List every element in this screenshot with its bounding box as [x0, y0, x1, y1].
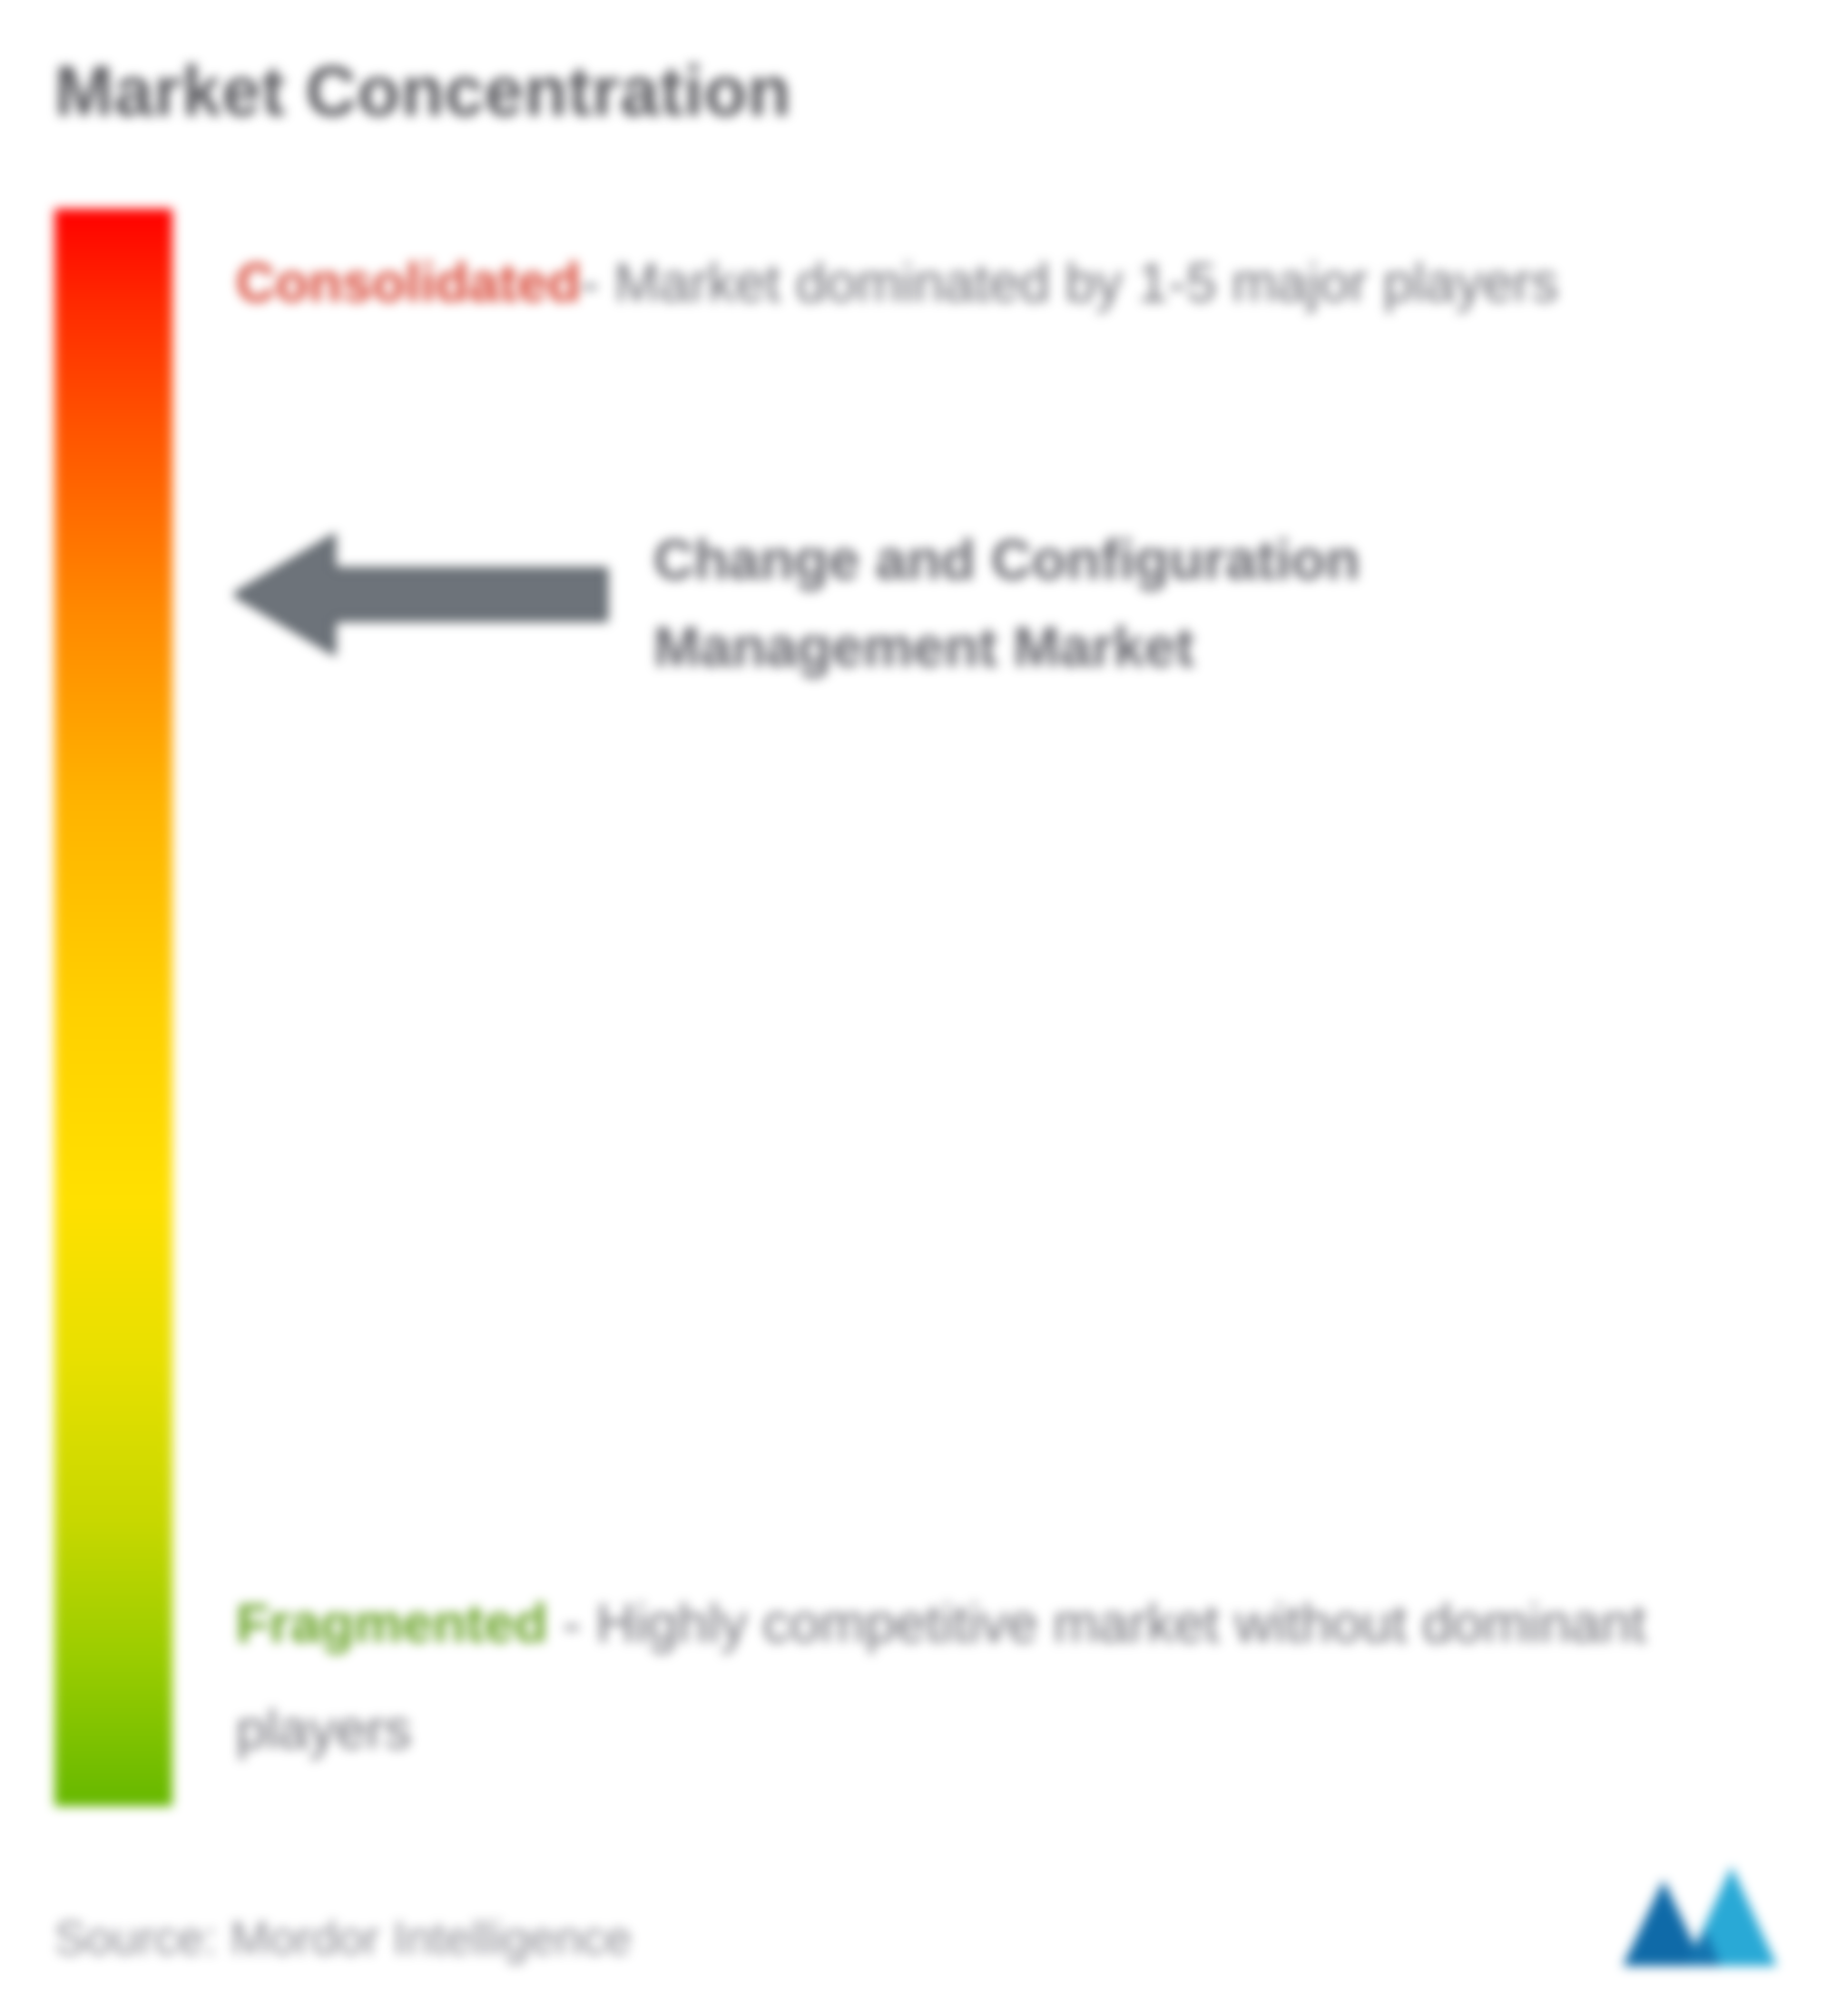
page-title: Market Concentration [54, 50, 791, 133]
infographic-canvas: Market Concentration Consolidated- Marke… [0, 0, 1836, 2016]
market-name-label: Change and Configuration Management Mark… [653, 517, 1470, 692]
concentration-gradient-bar [54, 209, 172, 1806]
market-name-line2: Management Market [653, 616, 1194, 679]
consolidated-description: Consolidated- Market dominated by 1-5 ma… [236, 231, 1782, 335]
consolidated-lead: Consolidated [236, 252, 581, 313]
consolidated-rest: - Market dominated by 1-5 major players [581, 252, 1558, 313]
fragmented-lead: Fragmented [236, 1593, 547, 1654]
fragmented-description: Fragmented - Highly competitive market w… [236, 1570, 1782, 1783]
market-name-line1: Change and Configuration [653, 529, 1360, 592]
source-attribution: Source: Mordor Intelligence [54, 1912, 632, 1966]
marker-arrow-icon [234, 531, 615, 658]
mordor-logo-icon [1614, 1857, 1786, 1975]
